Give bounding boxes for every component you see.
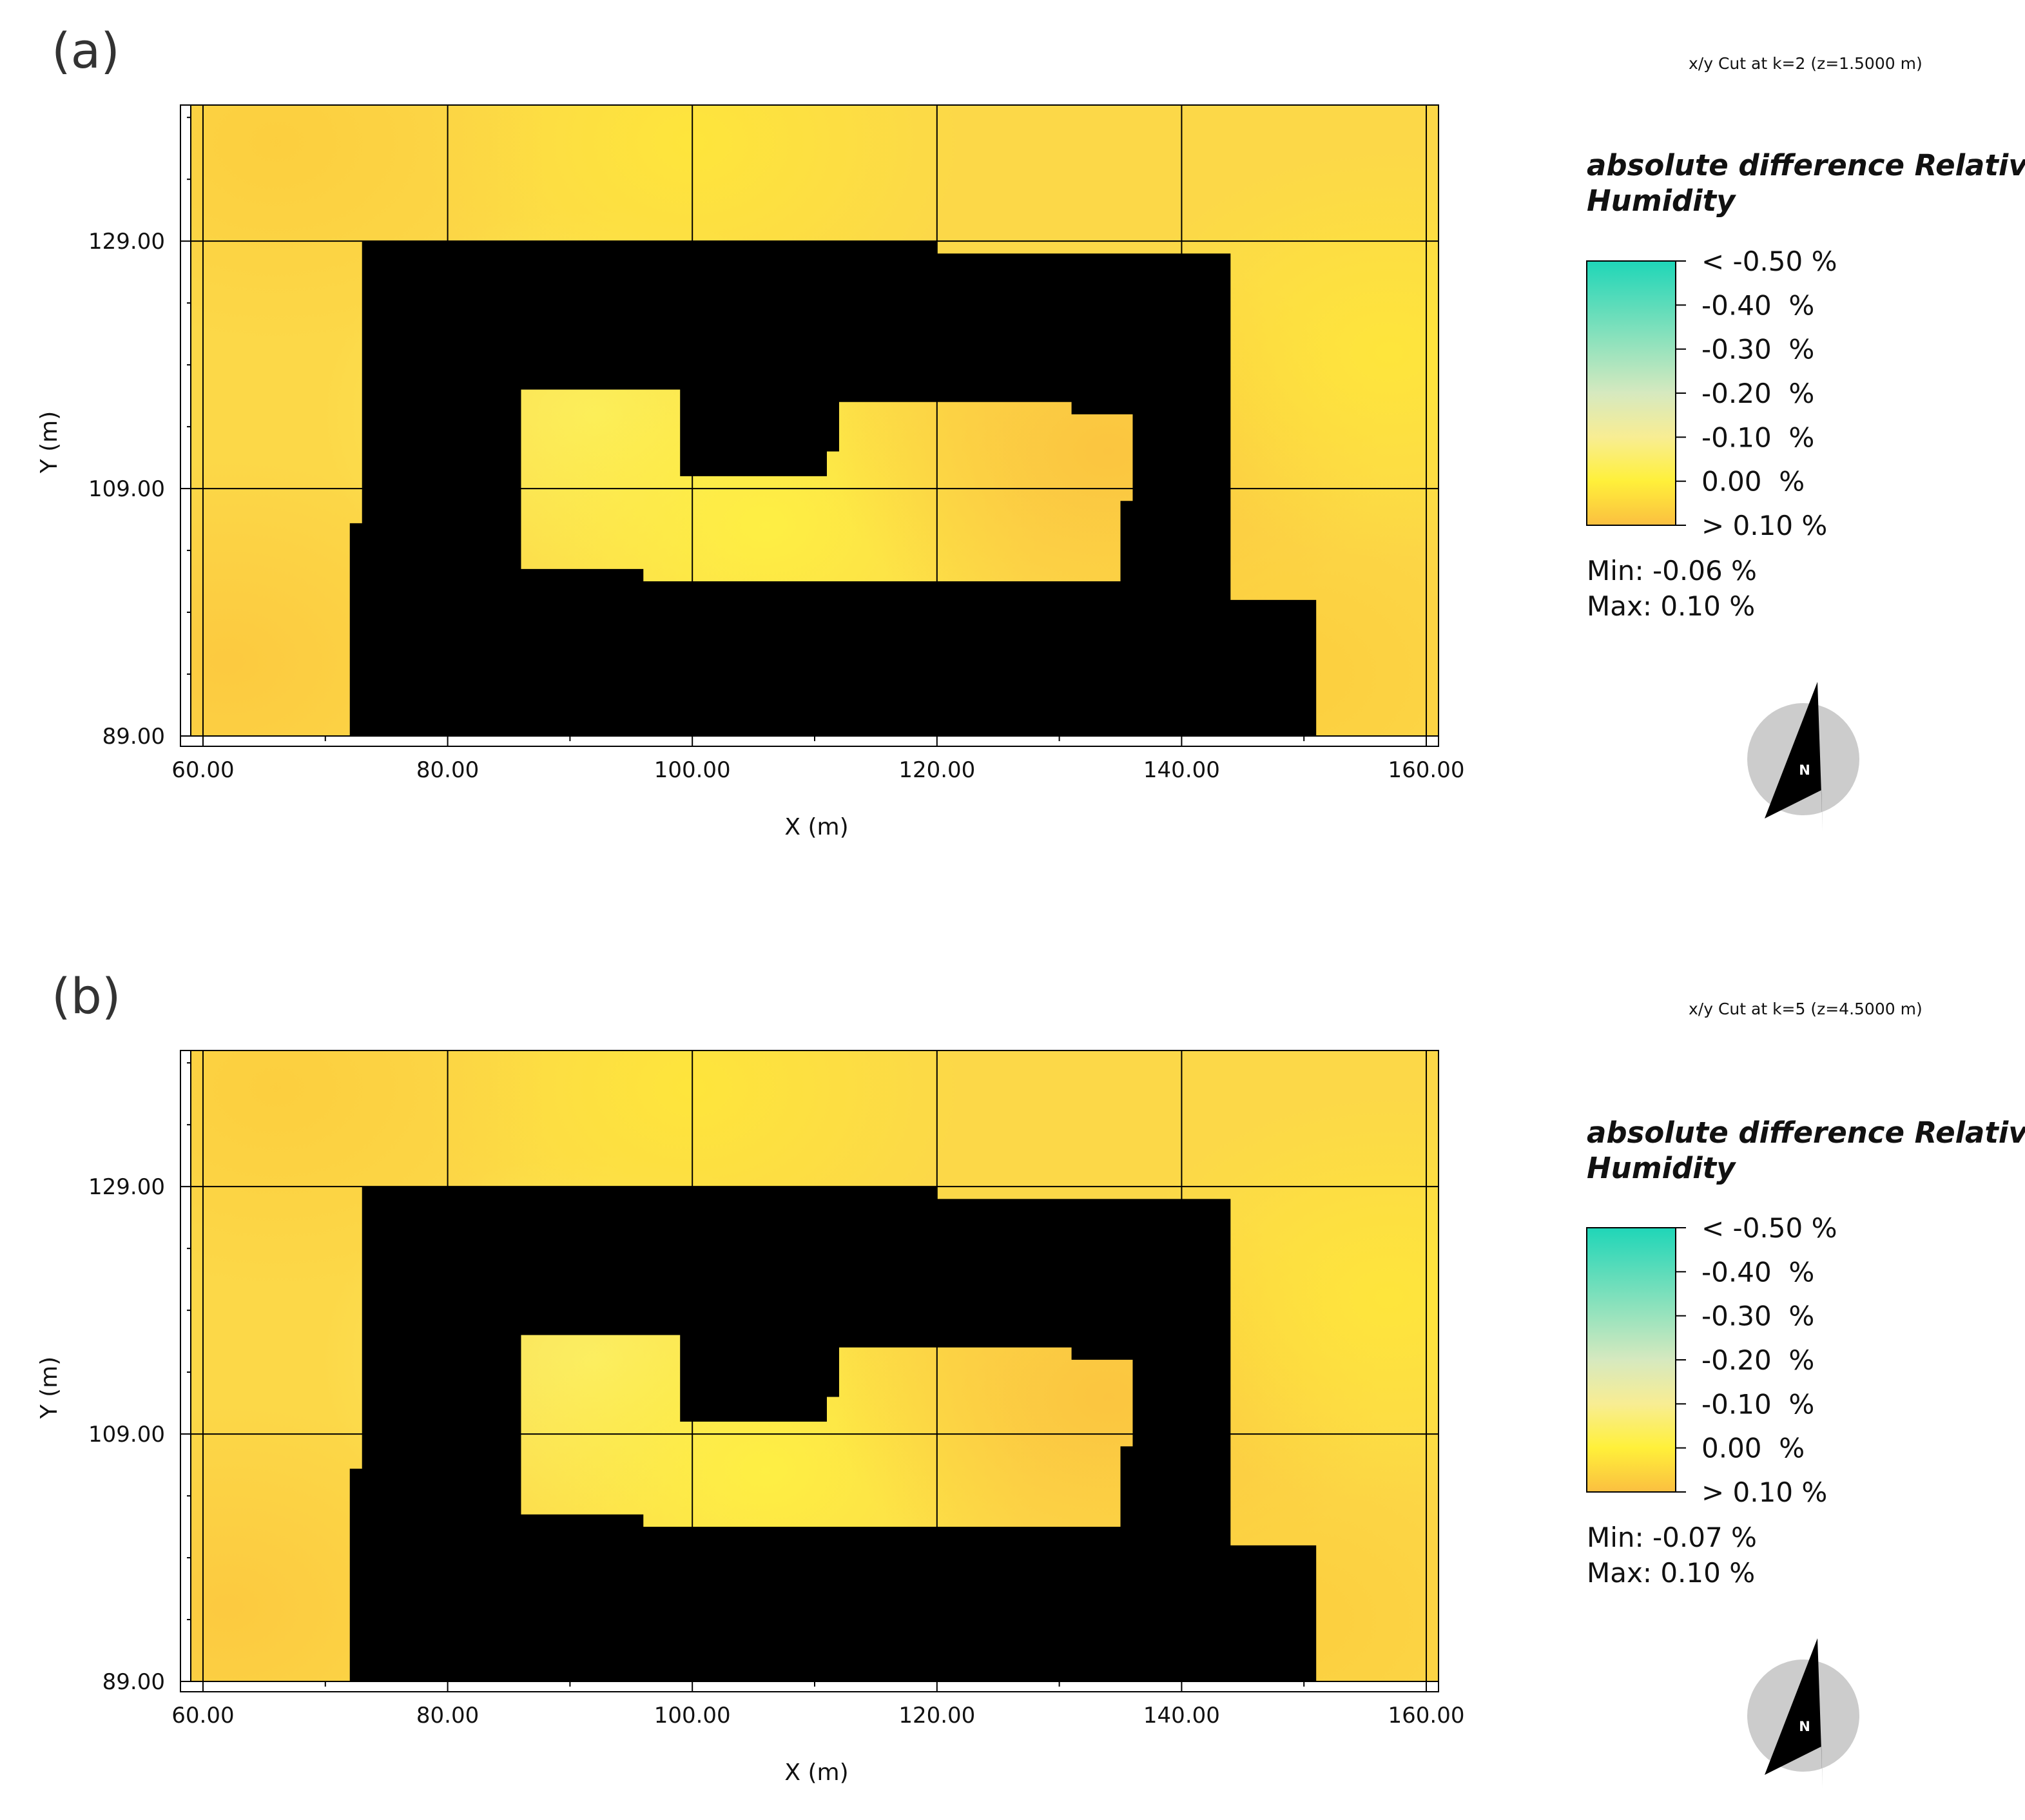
x-tick-label: 120.00 <box>898 1703 975 1728</box>
north-arrow-icon-a <box>1765 682 1823 831</box>
plot-area-a: 60.00 80.00 100.00 120.00 140.00 160.00 89.00 1… <box>88 104 1465 783</box>
x-tick-label: 160.00 <box>1388 1703 1465 1728</box>
y-tick-label: 129.00 <box>88 229 165 255</box>
north-arrow-icon-b <box>1765 1638 1823 1788</box>
building-footprint <box>349 1186 1317 1681</box>
x-tick-label: 100.00 <box>654 757 731 783</box>
y-tick-label: 89.00 <box>102 1669 165 1695</box>
max-value-label-b: Max: 0.10 % <box>1587 1557 1755 1589</box>
north-arrow-b: N <box>1747 1638 1859 1788</box>
legend-label: -0.10 % <box>1701 1388 1814 1420</box>
x-tick-label: 60.00 <box>171 1703 234 1728</box>
y-tick-label: 109.00 <box>88 1422 165 1447</box>
legend-title-b: absolute difference Relative <box>1587 1116 2025 1150</box>
grid-lines <box>191 105 1439 736</box>
y-tick-label: 89.00 <box>102 724 165 750</box>
plot-frame <box>180 104 1439 747</box>
x-axis-title-a: X (m) <box>784 814 848 840</box>
panel-b: (b) x/y Cut at k=5 (z=4.5000 m) 60.00 80.… <box>36 967 2025 1788</box>
x-tick-label: 80.00 <box>416 757 479 783</box>
min-value-label-a: Min: -0.06 % <box>1587 555 1757 586</box>
panel-label-a: (a) <box>52 22 120 79</box>
color-scale-bar-b <box>1586 1227 1676 1493</box>
color-scale-ticks-b: < -0.50 % -0.40 % -0.30 % -0.20 % -0.10 % 0.0… <box>1676 1212 1837 1508</box>
max-value-label-a: Max: 0.10 % <box>1587 590 1755 622</box>
legend-label: 0.00 % <box>1701 1433 1805 1464</box>
x-tick-label: 140.00 <box>1143 757 1220 783</box>
legend-label: -0.20 % <box>1701 1344 1814 1376</box>
building-footprint <box>349 241 1317 736</box>
panel-label-b: (b) <box>52 967 121 1025</box>
legend-label: -0.20 % <box>1701 378 1814 409</box>
x-tick-label: 100.00 <box>654 1703 731 1728</box>
legend-label: -0.40 % <box>1701 1256 1814 1288</box>
legend-label: -0.30 % <box>1701 334 1814 365</box>
plot-area-b: 60.00 80.00 100.00 120.00 140.00 160.00 89.00 1… <box>88 1050 1465 1728</box>
cut-label-b: x/y Cut at k=5 (z=4.5000 m) <box>1689 1000 1923 1018</box>
legend-title-b-line2: Humidity <box>1587 1151 1736 1185</box>
compass-n-label-a: N <box>1799 762 1810 778</box>
legend-b: absolute difference Relative Humidity < … <box>1586 1116 2025 1589</box>
legend-a: absolute difference Relative Humidity < … <box>1586 148 2025 622</box>
legend-label: -0.10 % <box>1701 421 1814 453</box>
x-tick-label: 60.00 <box>171 757 234 783</box>
panel-a: (a) x/y Cut at k=2 (z=1.5000 m) 60.00 80.… <box>36 22 2025 840</box>
legend-title-a-line2: Humidity <box>1587 184 1736 218</box>
x-tick-label: 120.00 <box>898 757 975 783</box>
legend-title-a: absolute difference Relative <box>1587 148 2025 182</box>
humidity-field <box>191 1050 1439 1681</box>
x-tick-label: 80.00 <box>416 1703 479 1728</box>
legend-label: > 0.10 % <box>1701 510 1827 541</box>
plot-frame <box>180 1050 1439 1692</box>
legend-label: -0.40 % <box>1701 289 1814 321</box>
north-arrow-a: N <box>1747 682 1859 831</box>
x-tick-label: 140.00 <box>1143 1703 1220 1728</box>
y-tick-label: 109.00 <box>88 476 165 502</box>
y-axis-title-a: Y (m) <box>36 411 63 474</box>
legend-label: -0.30 % <box>1701 1301 1814 1332</box>
x-axis-title-b: X (m) <box>784 1759 848 1786</box>
y-tick-label: 129.00 <box>88 1174 165 1200</box>
min-value-label-b: Min: -0.07 % <box>1587 1522 1757 1553</box>
x-tick-label: 160.00 <box>1388 757 1465 783</box>
legend-label: > 0.10 % <box>1701 1476 1827 1508</box>
legend-label: < -0.50 % <box>1701 246 1837 277</box>
color-scale-bar-a <box>1586 260 1676 526</box>
cut-label-a: x/y Cut at k=2 (z=1.5000 m) <box>1689 54 1923 73</box>
legend-label: 0.00 % <box>1701 466 1805 498</box>
compass-n-label-b: N <box>1799 1719 1810 1734</box>
legend-label: < -0.50 % <box>1701 1212 1837 1244</box>
grid-lines <box>191 1050 1439 1681</box>
y-axis-title-b: Y (m) <box>36 1357 63 1420</box>
color-scale-ticks-a: < -0.50 % -0.40 % -0.30 % -0.20 % -0.10 % 0.0… <box>1676 246 1837 541</box>
humidity-field <box>191 105 1439 736</box>
